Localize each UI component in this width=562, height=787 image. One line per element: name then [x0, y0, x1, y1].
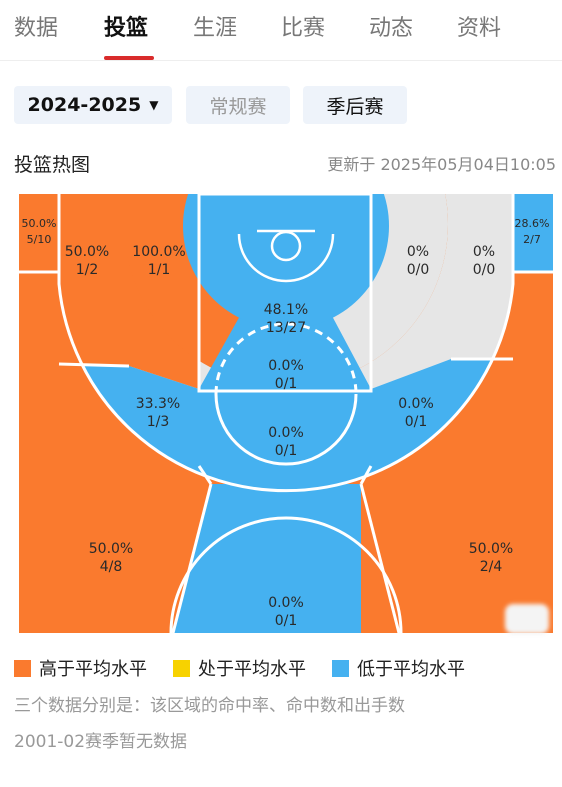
free-throw-made: 0/1 [275, 443, 298, 459]
watermark-blur [505, 604, 549, 634]
top-three-made: 0/1 [275, 613, 298, 629]
right-elbow-made: 0/1 [405, 414, 428, 430]
legend-average-label: 处于平均水平 [198, 659, 306, 680]
right-corner-pct: 28.6% [515, 217, 550, 230]
zone-paint [183, 194, 389, 329]
left-wing-three-made: 4/8 [100, 559, 123, 575]
legend-average-swatch [173, 659, 190, 677]
right-long-mid-pct: 0% [473, 244, 495, 260]
left-wing-three-pct: 50.0% [89, 541, 133, 557]
season-value: 2024-2025 [27, 94, 142, 116]
regular-season-label: 常规赛 [209, 95, 267, 118]
season-dropdown[interactable]: 2024-2025 ▼ [14, 86, 172, 124]
right-long-mid-made: 0/0 [473, 262, 496, 278]
tab-career[interactable]: 生涯 [193, 16, 238, 41]
right-short-mid-pct: 0% [407, 244, 429, 260]
left-short-mid-pct: 100.0% [132, 244, 185, 260]
left-elbow-pct: 33.3% [136, 396, 180, 412]
right-short-mid-made: 0/0 [407, 262, 430, 278]
right-wing-three-pct: 50.0% [469, 541, 513, 557]
playoffs-label: 季后赛 [326, 95, 384, 118]
explanation-note: 三个数据分别是：该区域的命中率、命中数和出手数 [14, 696, 405, 716]
regular-season-button[interactable]: 常规赛 [186, 86, 290, 124]
right-corner-made: 2/7 [523, 233, 541, 246]
tab-bar: 数据 投篮 生涯 比赛 动态 资料 [0, 0, 562, 61]
mid-center-pct: 0.0% [268, 358, 304, 374]
legend-above-label: 高于平均水平 [39, 659, 147, 680]
basket [237, 229, 335, 283]
right-elbow-pct: 0.0% [398, 396, 434, 412]
legend-below-label: 低于平均水平 [357, 659, 465, 680]
right-wing-three-made: 2/4 [480, 559, 503, 575]
section-title: 投篮热图 [14, 154, 91, 176]
playoffs-button[interactable]: 季后赛 [303, 86, 407, 124]
tab-shooting[interactable]: 投篮 [104, 16, 149, 41]
caret-down-icon: ▼ [149, 98, 159, 112]
zone-right-corner-three [513, 194, 553, 272]
updated-timestamp: 更新于 2025年05月04日10:05 [327, 155, 556, 174]
tab-stats[interactable]: 数据 [14, 16, 59, 41]
left-corner-pct: 50.0% [22, 217, 57, 230]
top-three-pct: 0.0% [268, 595, 304, 611]
tab-news[interactable]: 动态 [369, 16, 414, 41]
legend-above-swatch [14, 659, 31, 677]
legend: 高于平均水平 处于平均水平 低于平均水平 [14, 656, 465, 680]
tab-profile[interactable]: 资料 [457, 16, 502, 41]
left-corner-made: 5/10 [27, 233, 52, 246]
left-short-mid-made: 1/1 [148, 262, 171, 278]
no-data-note: 2001-02赛季暂无数据 [14, 732, 188, 752]
zone-free-throw [199, 389, 371, 491]
legend-below-swatch [332, 659, 349, 677]
free-throw-pct: 0.0% [268, 425, 304, 441]
active-tab-indicator [104, 56, 154, 60]
paint-made: 13/27 [266, 320, 306, 336]
tab-games[interactable]: 比赛 [281, 16, 326, 41]
left-long-mid-made: 1/2 [76, 262, 99, 278]
shot-heatmap: 50.0% 5/10 28.6% 2/7 50.0% 1/2 100.0% 1/… [19, 194, 553, 633]
court-lines [19, 194, 553, 633]
left-elbow-made: 1/3 [147, 414, 170, 430]
paint-pct: 48.1% [264, 302, 308, 318]
mid-center-made: 0/1 [275, 376, 298, 392]
left-long-mid-pct: 50.0% [65, 244, 109, 260]
